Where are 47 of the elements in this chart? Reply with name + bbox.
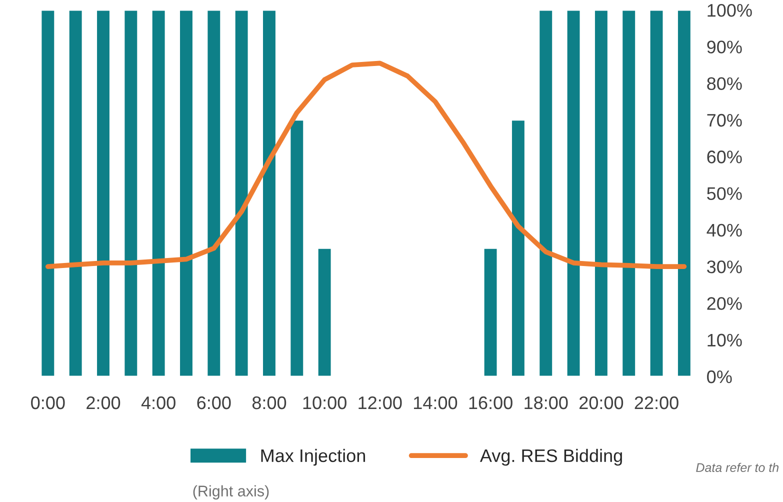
y2-tick-label: 0% — [707, 370, 732, 384]
text: (Right axis) — [193, 485, 269, 500]
bar — [262, 10, 277, 376]
bar — [234, 10, 250, 376]
bar — [482, 248, 498, 376]
x-tick-label: 4:00 — [141, 396, 176, 410]
bar — [206, 10, 222, 376]
bar — [510, 119, 526, 376]
text: Data refer to th — [696, 462, 779, 472]
y2-tick-label: 10% — [708, 334, 742, 347]
x-tick-label: 10:00 — [303, 396, 346, 410]
bar — [621, 10, 636, 376]
bar — [289, 119, 305, 376]
bar — [123, 10, 139, 376]
y2-tick-label: 70% — [707, 114, 742, 127]
x-tick-label: 22:00 — [634, 396, 678, 410]
x-tick-label: 18:00 — [524, 396, 568, 410]
bar — [150, 10, 166, 376]
x-tick-label: 0:00 — [31, 396, 65, 410]
y2-tick-label: 100% — [708, 4, 752, 17]
legend-label: Avg. RES Bidding — [480, 448, 622, 466]
bar — [566, 10, 582, 376]
x-tick-label: 12:00 — [358, 396, 402, 410]
bar — [96, 10, 111, 376]
bar — [316, 248, 332, 376]
bar — [676, 10, 692, 376]
legend-label: Max Injection — [261, 448, 366, 466]
y2-tick-label: 30% — [707, 260, 742, 274]
x-tick-label: 20:00 — [580, 396, 624, 410]
y2-tick-label: 60% — [707, 150, 742, 164]
line-series — [45, 60, 687, 269]
x-tick-label: 16:00 — [469, 396, 512, 410]
x-tick-label: 8:00 — [252, 396, 286, 410]
y2-tick-label: 20% — [707, 297, 742, 310]
bar — [538, 10, 554, 376]
bar — [594, 10, 609, 376]
y2-tick-label: 90% — [707, 40, 742, 54]
bar — [68, 10, 84, 376]
x-tick-label: 6:00 — [197, 396, 231, 410]
bar — [178, 10, 194, 376]
y2-tick-label: 50% — [707, 187, 742, 200]
y2-tick-label: 80% — [707, 77, 742, 90]
x-tick-label: 2:00 — [86, 396, 120, 410]
x-tick-label: 14:00 — [414, 396, 458, 410]
bar — [40, 10, 56, 376]
y2-tick-label: 40% — [706, 224, 742, 237]
bar — [648, 10, 664, 376]
